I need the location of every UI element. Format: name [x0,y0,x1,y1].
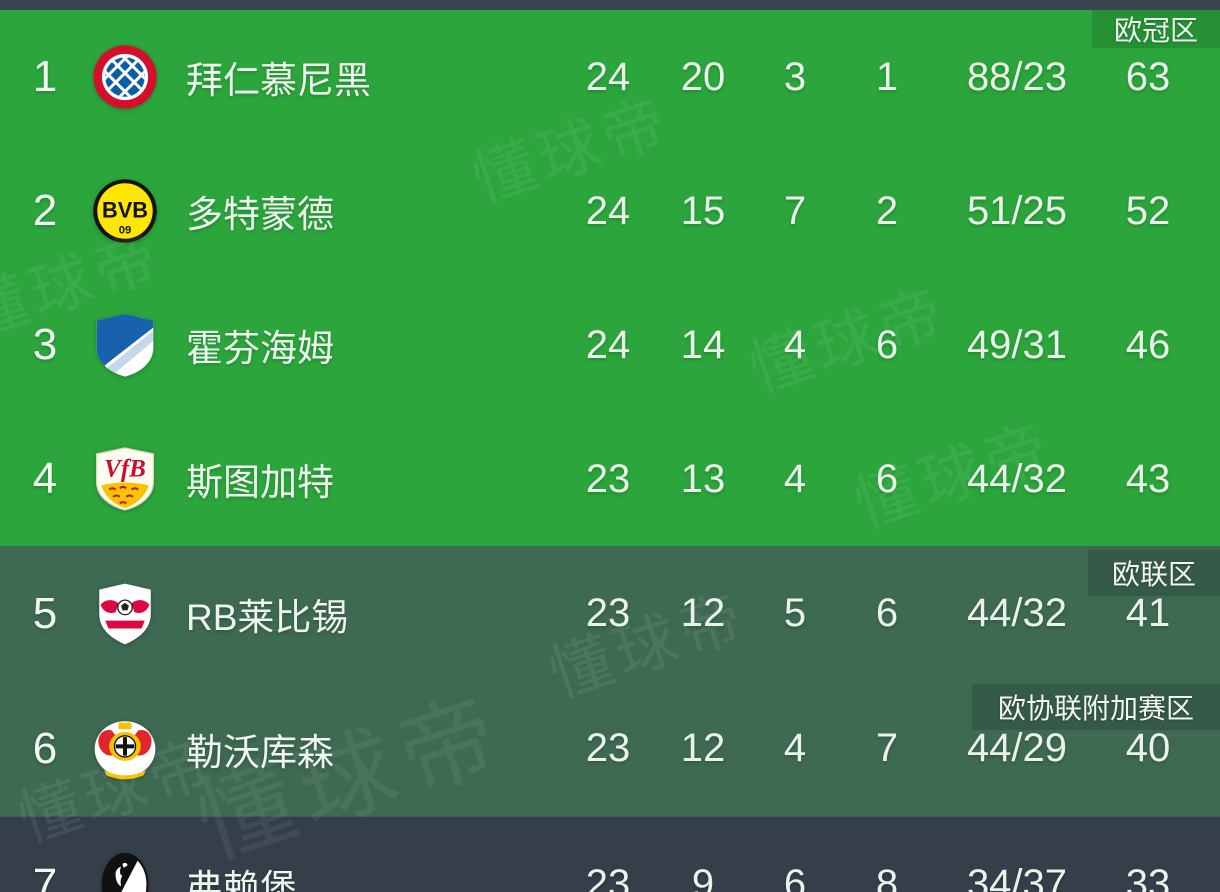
svg-text:09: 09 [119,224,131,236]
team-name: 拜仁慕尼黑 [186,60,371,101]
losses: 1 [875,54,899,99]
matches-played: 24 [585,188,631,233]
zone-badge-conference-playoff: 欧协联附加赛区 [971,684,1220,730]
table-row[interactable]: 6 勒沃库森 23 12 4 7 44/29 40 [0,681,1220,816]
rank: 7 [32,859,58,892]
team-name: RB莱比锡 [186,596,349,638]
borussia-dortmund-badge-icon: BVB 09 [93,179,157,243]
points: 41 [1125,591,1171,635]
matches-played: 23 [585,862,631,892]
draws: 4 [783,726,807,770]
points: 46 [1125,322,1171,367]
club-badge-stuttgart: VfB [90,446,160,512]
matches-played: 24 [585,54,631,99]
hoffenheim-badge-icon [96,313,154,377]
club-badge-dortmund: BVB 09 [90,178,160,244]
draws: 6 [783,862,807,892]
svg-text:BVB: BVB [102,198,148,223]
vfb-stuttgart-badge-icon: VfB [95,447,155,511]
zone-badge-europa-league: 欧联区 [1087,550,1220,596]
draws: 3 [783,54,807,99]
goals-for-against: 34/37 [966,862,1068,892]
team-name: 勒沃库森 [186,731,334,773]
table-row[interactable]: 7 弗赖堡 23 9 6 8 34/37 33 [0,817,1220,892]
table-row[interactable]: 2 BVB 09 多特蒙德 24 15 7 2 51/25 52 [0,144,1220,278]
rank: 6 [32,723,58,773]
team-name: 多特蒙德 [186,194,334,235]
previous-row-edge [0,0,1220,10]
table-row[interactable]: 1 拜仁慕尼黑 24 20 3 1 88/23 63 [0,10,1220,144]
matches-played: 24 [585,322,631,367]
points: 33 [1125,862,1171,892]
club-badge-freiburg [90,852,160,892]
wins: 20 [680,54,726,99]
rank: 3 [32,320,58,369]
team-name: 弗赖堡 [186,867,297,892]
draws: 7 [783,188,807,233]
wins: 12 [680,726,726,770]
losses: 8 [875,862,899,892]
draws: 4 [783,322,807,367]
losses: 6 [875,322,899,367]
goals-for-against: 51/25 [966,188,1068,233]
goals-for-against: 88/23 [966,54,1068,99]
sc-freiburg-badge-icon [101,852,149,892]
points: 52 [1125,188,1171,233]
draws: 5 [783,591,807,635]
losses: 6 [875,591,899,635]
goals-for-against: 44/29 [966,726,1068,770]
draws: 4 [783,456,807,501]
rank: 5 [32,588,58,638]
points: 40 [1125,726,1171,770]
table-row[interactable]: 5 RB莱比锡 23 12 5 6 44/32 41 [0,546,1220,681]
losses: 2 [875,188,899,233]
points: 43 [1125,456,1171,501]
wins: 9 [691,862,715,892]
team-name: 霍芬海姆 [186,328,334,369]
wins: 15 [680,188,726,233]
club-badge-rb-leipzig [90,581,160,647]
goals-for-against: 44/32 [966,456,1068,501]
rank: 4 [32,454,58,503]
losses: 6 [875,456,899,501]
goals-for-against: 44/32 [966,591,1068,635]
matches-played: 23 [585,726,631,770]
mid-table-section: 7 弗赖堡 23 9 6 8 34/37 33 [0,816,1220,892]
zone-badge-champions-league: 欧冠区 [1091,10,1220,48]
matches-played: 23 [585,591,631,635]
rb-leipzig-badge-icon [99,583,151,644]
goals-for-against: 49/31 [966,322,1068,367]
team-name: 斯图加特 [186,462,334,503]
points: 63 [1125,54,1171,99]
losses: 7 [875,726,899,770]
rank: 2 [32,186,58,235]
svg-text:VfB: VfB [104,455,146,482]
club-badge-hoffenheim [90,312,160,378]
table-row[interactable]: 3 霍芬海姆 24 14 4 6 49/31 46 [0,278,1220,412]
bayer-leverkusen-badge-icon [94,720,156,779]
wins: 14 [680,322,726,367]
europa-league-section: 5 RB莱比锡 23 12 5 6 44/32 41 6 [0,546,1220,816]
wins: 13 [680,456,726,501]
club-badge-leverkusen [90,716,160,782]
table-row[interactable]: 4 VfB 斯图加特 23 13 4 6 44/32 43 [0,412,1220,546]
wins: 12 [680,591,726,635]
bayern-munich-badge-icon [93,45,157,109]
champions-league-section: 1 拜仁慕尼黑 24 20 3 1 88/23 63 [0,10,1220,546]
matches-played: 23 [585,456,631,501]
rank: 1 [32,52,58,101]
club-badge-bayern-munich [90,44,160,110]
